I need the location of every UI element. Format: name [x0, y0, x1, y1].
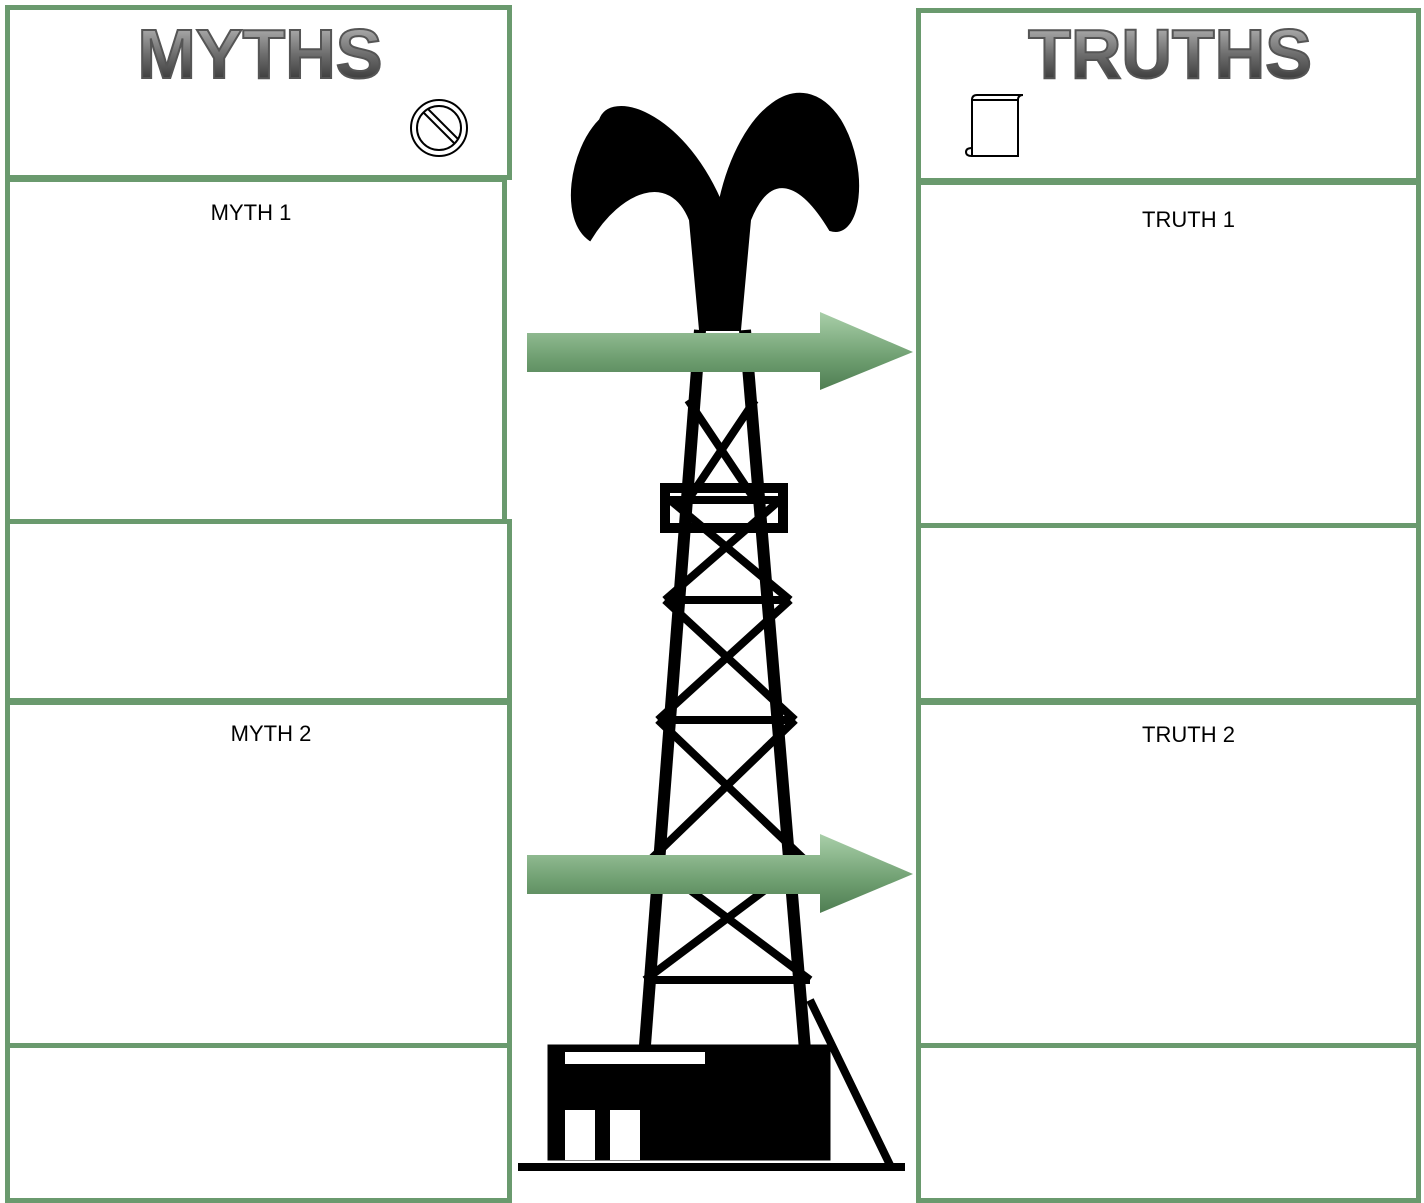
- oil-derrick: [518, 94, 905, 1167]
- truths-title: TRUTHS: [1028, 15, 1312, 93]
- scroll-icon: [966, 95, 1023, 156]
- arrow: [527, 834, 913, 913]
- myths-title: MYTHS: [138, 15, 383, 93]
- worksheet: {"myths": {"title": "MYTHS", "items": ["…: [0, 0, 1424, 1197]
- decorations: MYTHS TRUTHS: [0, 0, 1424, 1197]
- no-icon: [411, 100, 467, 156]
